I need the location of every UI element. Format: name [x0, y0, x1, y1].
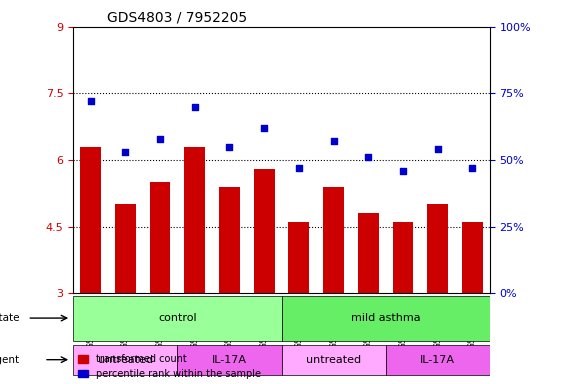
Point — [468, 165, 477, 171]
Bar — [254, 169, 275, 293]
Point — [294, 165, 303, 171]
FancyBboxPatch shape — [386, 345, 490, 375]
Text: IL-17A: IL-17A — [212, 355, 247, 365]
Text: GDS4803 / 7952205: GDS4803 / 7952205 — [106, 10, 247, 24]
Bar — [184, 147, 205, 293]
Point — [86, 98, 95, 104]
FancyBboxPatch shape — [73, 345, 177, 375]
Text: control: control — [158, 313, 196, 323]
Point — [260, 125, 269, 131]
Bar — [462, 222, 483, 293]
Bar — [80, 147, 101, 293]
Text: IL-17A: IL-17A — [420, 355, 455, 365]
Point — [434, 146, 443, 152]
Point — [190, 104, 199, 110]
Text: mild asthma: mild asthma — [351, 313, 421, 323]
Bar — [115, 204, 136, 293]
Point — [225, 144, 234, 150]
Text: untreated: untreated — [306, 355, 361, 365]
Bar — [323, 187, 344, 293]
FancyBboxPatch shape — [282, 296, 490, 341]
Text: agent: agent — [0, 355, 19, 365]
Text: disease state: disease state — [0, 313, 19, 323]
Point — [155, 136, 164, 142]
Text: untreated: untreated — [98, 355, 153, 365]
Point — [120, 149, 129, 155]
Bar — [427, 204, 448, 293]
Bar — [392, 222, 413, 293]
FancyBboxPatch shape — [73, 296, 282, 341]
Point — [329, 138, 338, 144]
Bar — [219, 187, 240, 293]
FancyBboxPatch shape — [282, 345, 386, 375]
Bar — [288, 222, 309, 293]
Bar — [358, 213, 379, 293]
Point — [364, 154, 373, 161]
Legend: transformed count, percentile rank within the sample: transformed count, percentile rank withi… — [78, 354, 261, 379]
Bar — [150, 182, 171, 293]
FancyBboxPatch shape — [177, 345, 282, 375]
Point — [399, 167, 408, 174]
